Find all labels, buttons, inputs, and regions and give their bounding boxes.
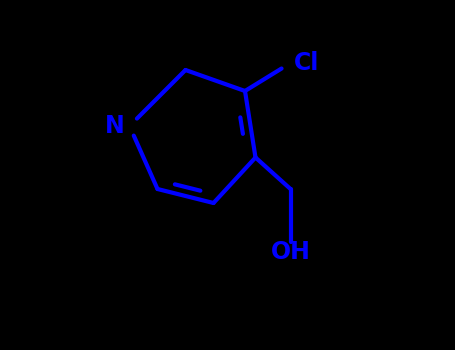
- Text: Cl: Cl: [294, 51, 319, 75]
- Text: OH: OH: [271, 240, 310, 264]
- Text: N: N: [105, 114, 124, 138]
